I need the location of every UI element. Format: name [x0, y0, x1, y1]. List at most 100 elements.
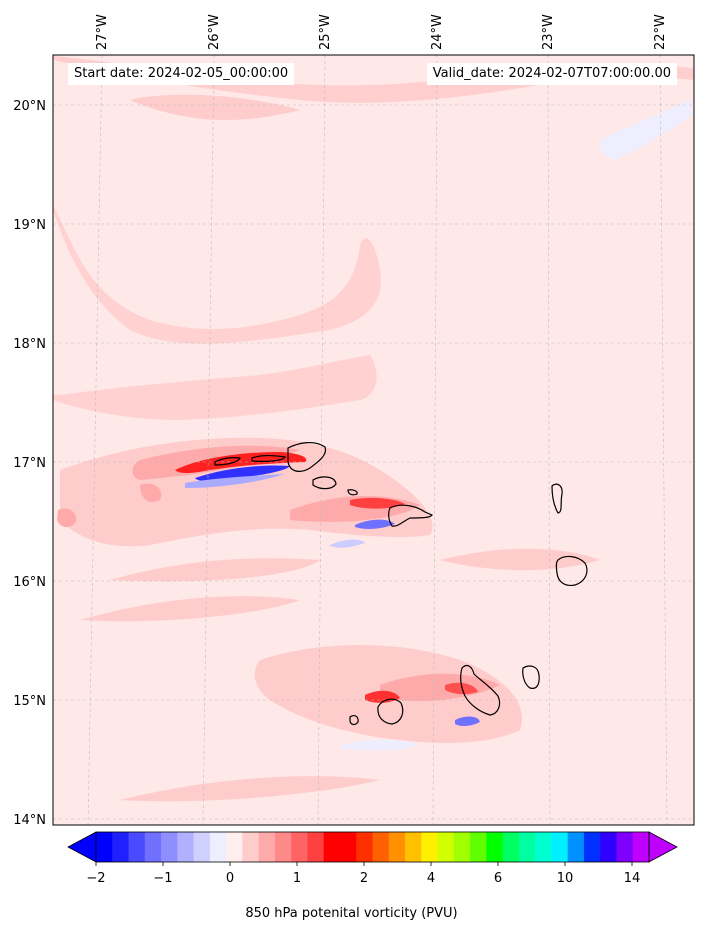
colorbar-cell [161, 832, 178, 862]
colorbar-cell [388, 832, 406, 862]
colorbar-cell [486, 832, 504, 862]
colorbar-cell [128, 832, 146, 862]
colorbar-cell [616, 832, 634, 862]
island-santo-antao [214, 457, 241, 466]
colorbar-cell [567, 832, 585, 862]
pv-light-streak-2 [80, 596, 300, 622]
lon-label-24: 24°W [430, 14, 445, 50]
cbar-tick-label-4: 2 [360, 871, 368, 886]
island-ilheu [347, 489, 358, 496]
colorbar-cell [193, 832, 211, 862]
cbar-tick-label-8: 14 [624, 871, 641, 886]
pv-blue-core-north [195, 465, 290, 482]
pv-pink-streak-3 [380, 673, 500, 702]
pv-light-south-tail [120, 776, 380, 802]
colorbar-cell [632, 832, 650, 862]
colorbar-extend-low [67, 831, 97, 863]
colorbar-cell [470, 832, 487, 862]
colorbar-cells [96, 832, 650, 862]
island-fogo [377, 698, 404, 725]
colorbar-cell [405, 832, 422, 862]
colorbar-cell [274, 832, 292, 862]
lat-label-16: 16°N [13, 575, 46, 590]
lat-label-17: 17°N [13, 456, 46, 471]
island-santa-luzia [312, 476, 337, 490]
pv-red-core-south3 [445, 682, 478, 695]
island-boa-vista [555, 555, 588, 587]
island-maio [522, 665, 540, 689]
colorbar-cell [307, 832, 325, 862]
colorbar-cell [242, 832, 260, 862]
island-sao-vicente-west [251, 455, 287, 462]
pv-pink-blob-west [57, 508, 77, 528]
colorbar-cell [226, 832, 243, 862]
colorbar-cell [356, 832, 373, 862]
start-date-label: Start date: 2024-02-05_00:00:00 [68, 63, 295, 85]
cbar-tick-label-2: 0 [226, 871, 234, 886]
lon-label-26: 26°W [207, 14, 222, 50]
lat-label-19: 19°N [13, 218, 46, 233]
colorbar-cell [372, 832, 390, 862]
colorbar-cell [177, 832, 195, 862]
colorbar-cell [421, 832, 439, 862]
pv-blue-light-north [185, 474, 285, 488]
colorbar-title: 850 hPa potenital vorticity (PVU) [245, 906, 458, 921]
colorbar-cell [323, 832, 341, 862]
pv-light-streak-1 [110, 558, 320, 582]
colorbar-cell [535, 832, 552, 862]
plot-frame [52, 54, 695, 826]
island-sao-nicolau-east [388, 504, 433, 527]
colorbar-cell [437, 832, 455, 862]
colorbar-cell [453, 832, 471, 862]
pv-pink-blob-mid [140, 483, 162, 502]
pv-red-core-north [175, 452, 307, 474]
pv-light-patch-north [130, 94, 300, 120]
colorbar-cell [258, 832, 276, 862]
lat-label-18: 18°N [13, 337, 46, 352]
colorbar-frame [95, 831, 650, 863]
colorbar-extend-high [648, 831, 678, 863]
pv-blue-light-mid [330, 539, 365, 548]
cbar-tick-label-7: 10 [557, 871, 574, 886]
pv-light-region-mid [53, 355, 377, 420]
cbar-tick-label-1: −1 [153, 871, 172, 886]
colorbar-cell [209, 832, 227, 862]
lon-label-25: 25°W [318, 14, 333, 50]
colorbar-cell [583, 832, 601, 862]
colorbar-cell [339, 832, 357, 862]
colorbar-cell [144, 832, 162, 862]
colorbar-ticks [95, 862, 633, 866]
pv-blue-light-east [599, 100, 692, 160]
colorbar-cell [600, 832, 617, 862]
cbar-tick-label-6: 6 [494, 871, 502, 886]
colorbar-cell [291, 832, 308, 862]
gridlines [53, 55, 694, 825]
lon-label-22: 22°W [653, 14, 668, 50]
pv-field [53, 55, 694, 825]
colorbar-cell [96, 832, 113, 862]
cbar-tick-label-3: 1 [293, 871, 301, 886]
valid-date-label: Valid_date: 2024-02-07T07:00:00.00 [426, 63, 677, 85]
island-brava [349, 715, 359, 726]
pv-light-streak-east [440, 548, 600, 571]
lon-label-23: 23°W [541, 14, 556, 50]
pv-blue-core-south [455, 716, 480, 727]
colorbar-cell [518, 832, 536, 862]
island-sal [551, 483, 563, 514]
cbar-tick-label-0: −2 [86, 871, 105, 886]
colorbar-cell [112, 832, 130, 862]
pv-blue-light-south [340, 739, 420, 751]
lon-labels: 27°W 26°W 25°W 24°W 23°W 22°W [95, 14, 668, 50]
lon-label-27: 27°W [95, 14, 110, 50]
pv-blue-core-mid [355, 519, 395, 529]
lat-labels: 20°N 19°N 18°N 17°N 16°N 15°N 14°N [13, 99, 46, 828]
lat-label-15: 15°N [13, 694, 46, 709]
colorbar-cell [551, 832, 569, 862]
island-santiago [460, 664, 501, 716]
coastlines [214, 442, 588, 726]
cbar-tick-label-5: 4 [427, 871, 435, 886]
lat-label-14: 14°N [13, 813, 46, 828]
colorbar-cell [502, 832, 520, 862]
pv-red-core-south [350, 497, 405, 509]
